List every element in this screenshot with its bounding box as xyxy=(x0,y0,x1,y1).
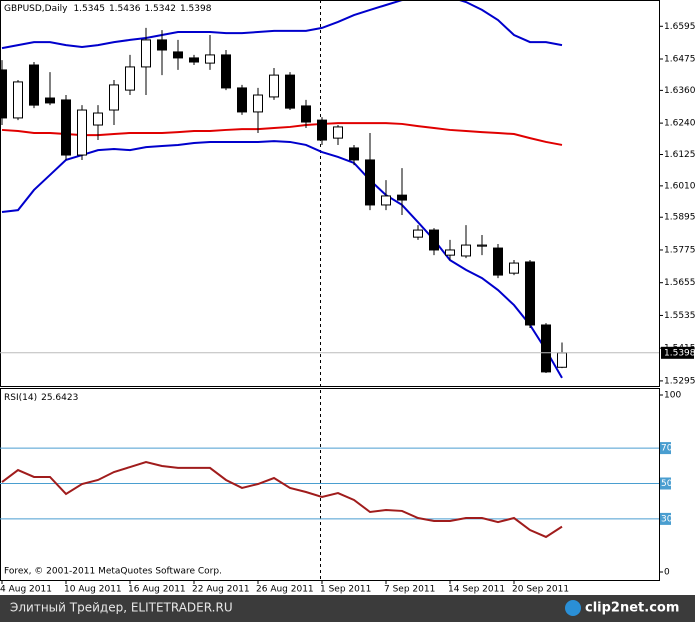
x-tick-label: 14 Sep 2011 xyxy=(448,585,505,595)
rsi-line xyxy=(1,461,563,539)
candle-body xyxy=(413,229,423,238)
low-value: 1.5342 xyxy=(144,4,176,14)
copyright: Forex, © 2001-2011 MetaQuotes Software C… xyxy=(4,567,222,577)
candle-body xyxy=(141,39,151,68)
level-label-box xyxy=(660,477,671,490)
y-tick-label: 1.6125 xyxy=(664,150,695,160)
candle-body xyxy=(269,74,279,98)
rsi-pane xyxy=(0,388,660,581)
candle-body xyxy=(173,51,183,59)
band-line xyxy=(1,1,563,50)
candle-body xyxy=(13,81,23,119)
close-value: 1.5398 xyxy=(180,4,212,14)
candle-body xyxy=(253,94,263,113)
logo-icon xyxy=(565,600,581,616)
rsi-plot xyxy=(0,447,659,539)
logo-text: clip2net.com xyxy=(585,601,679,616)
candle-body xyxy=(237,87,247,113)
candle-body xyxy=(461,244,471,257)
x-tick-label: 1 Sep 2011 xyxy=(320,585,371,595)
x-tick-label: 20 Sep 2011 xyxy=(512,585,569,595)
y-tick-label: 1.6240 xyxy=(664,119,695,129)
y-tick-label: 1.5295 xyxy=(664,376,695,386)
main-plot xyxy=(0,1,659,379)
candle-body xyxy=(157,39,167,51)
candle-body xyxy=(477,244,487,247)
level-label: 30 xyxy=(661,514,673,524)
candle-body xyxy=(509,262,519,274)
x-tick-label: 10 Aug 2011 xyxy=(64,585,122,595)
candle-body xyxy=(61,99,71,156)
level-label-box xyxy=(660,512,671,525)
y-tick-label: 1.5655 xyxy=(664,278,695,288)
candle-body xyxy=(93,112,103,126)
y-tick-label: 1.5895 xyxy=(664,213,695,223)
candle-body xyxy=(525,261,535,326)
candle-body xyxy=(77,109,87,156)
x-tick-label: 4 Aug 2011 xyxy=(0,585,52,595)
rsi-value: 25.6423 xyxy=(41,393,78,403)
axes: 1.6595 1.6475 1.6360 1.6240 1.6125 1.6010 1.58… xyxy=(0,22,695,595)
open-value: 1.5345 xyxy=(73,4,105,14)
candle-body xyxy=(333,126,343,139)
x-tick-label: 26 Aug 2011 xyxy=(256,585,314,595)
candle-body xyxy=(557,352,567,368)
band-line xyxy=(1,122,563,146)
high-value: 1.5436 xyxy=(109,4,141,14)
candle-body xyxy=(221,54,231,89)
level-label: 50 xyxy=(661,479,673,489)
symbol: GBPUSD,Daily xyxy=(4,4,68,14)
candle-body xyxy=(301,105,311,123)
candle-body xyxy=(205,54,215,64)
y-tick-label: 1.6010 xyxy=(664,181,695,191)
y-tick-label: 1.6595 xyxy=(664,22,695,32)
current-price-label: 1.5398 xyxy=(664,348,695,358)
y-tick-label: 1.5535 xyxy=(664,311,695,321)
current-price-box xyxy=(661,346,694,359)
candle-body xyxy=(189,57,199,63)
candle-body xyxy=(29,64,39,106)
rsi-header: RSI(14) 25.6423 xyxy=(4,393,78,403)
banner-text: Элитный Трейдер, ELITETRADER.RU xyxy=(10,601,233,615)
candle-body xyxy=(285,74,295,109)
x-tick-label: 16 Aug 2011 xyxy=(128,585,186,595)
candle-body xyxy=(365,159,375,206)
candle-body xyxy=(45,97,55,104)
candle-body xyxy=(397,194,407,201)
symbol-header: GBPUSD,Daily 1.5345 1.5436 1.5342 1.5398 xyxy=(4,4,212,14)
y-tick-label: 1.6360 xyxy=(664,86,695,96)
candle-body xyxy=(381,195,391,206)
band-line xyxy=(1,140,563,379)
y-tick-label: 1.6475 xyxy=(664,55,695,65)
main-pane xyxy=(0,0,660,387)
rsi-title: RSI(14) xyxy=(4,393,37,403)
level-label-box xyxy=(660,442,671,455)
y-tick-label: 1.5775 xyxy=(664,245,695,255)
x-tick-label: 22 Aug 2011 xyxy=(192,585,250,595)
x-tick-label: 7 Sep 2011 xyxy=(384,585,435,595)
candle-body xyxy=(349,147,359,161)
y-tick-label: 100 xyxy=(664,391,681,401)
candle-body xyxy=(0,69,7,119)
y-tick-label: 0 xyxy=(664,568,670,578)
level-label: 70 xyxy=(661,444,673,454)
candle-body xyxy=(109,84,119,111)
candle-body xyxy=(493,247,503,276)
candle-body xyxy=(541,324,551,373)
candle-body xyxy=(125,66,135,91)
candle-body xyxy=(429,229,439,251)
candle-body xyxy=(317,119,327,141)
candle-body xyxy=(445,249,455,256)
